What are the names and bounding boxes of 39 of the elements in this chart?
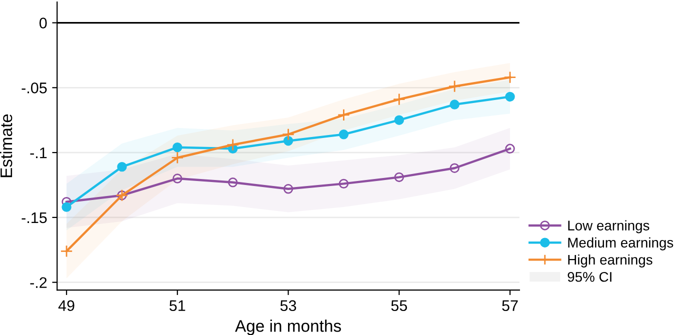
point xyxy=(338,178,349,189)
y-tick-label: -.2 xyxy=(30,277,47,288)
point xyxy=(392,93,406,106)
x-tick-label: 53 xyxy=(280,300,296,312)
point xyxy=(60,244,73,258)
y-tick-label: 0 xyxy=(39,18,47,28)
y-tick-label: -.05 xyxy=(22,82,47,94)
point xyxy=(450,163,460,173)
x-tick-label: 57 xyxy=(502,300,518,312)
point xyxy=(172,142,182,152)
x-axis-title: Age in months xyxy=(235,320,341,335)
point xyxy=(505,92,515,102)
point xyxy=(505,144,515,154)
point xyxy=(450,100,460,110)
point xyxy=(228,178,238,188)
point xyxy=(226,138,240,152)
x-tick-label: 51 xyxy=(170,300,186,312)
point xyxy=(337,108,350,122)
y-axis-title: Estimate xyxy=(0,114,12,178)
point xyxy=(394,115,404,125)
point xyxy=(504,71,516,84)
point xyxy=(282,128,295,141)
legend-label: High earnings xyxy=(568,254,652,268)
point xyxy=(338,130,349,140)
point xyxy=(62,202,72,212)
x-tick-label: 49 xyxy=(58,300,74,312)
point xyxy=(172,174,182,184)
y-tick-label: -.15 xyxy=(22,212,47,224)
legend-label: Low earnings xyxy=(568,220,650,234)
point xyxy=(448,80,461,93)
y-tick-label: -.1 xyxy=(30,148,47,158)
point xyxy=(394,172,404,182)
point xyxy=(117,162,127,172)
x-tick-label: 55 xyxy=(391,300,407,312)
point xyxy=(171,151,184,164)
legend-label: Medium earnings xyxy=(568,237,674,250)
point xyxy=(283,136,294,146)
text: 95% CI xyxy=(568,272,612,282)
point xyxy=(283,184,294,194)
